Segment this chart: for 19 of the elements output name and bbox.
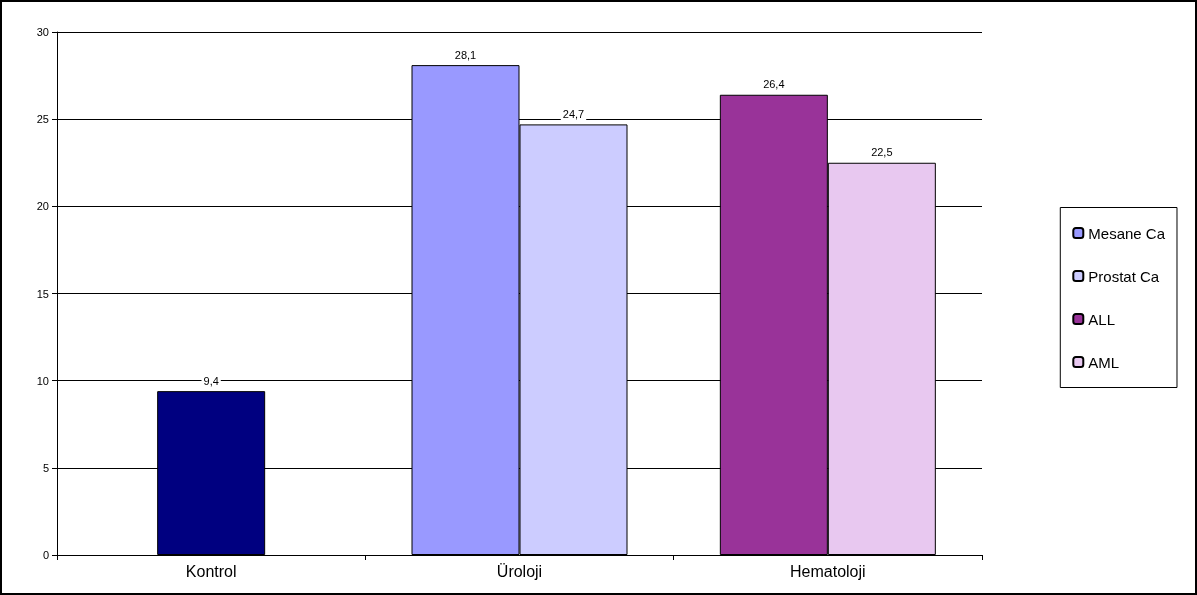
- y-tick-label: 30: [36, 26, 49, 38]
- data-label: 26,4: [763, 78, 785, 91]
- y-tick-label: 25: [36, 113, 49, 126]
- y-tick-label: 0: [42, 549, 49, 561]
- data-label: 28,1: [454, 48, 477, 61]
- data-label: 22,5: [871, 146, 893, 159]
- legend-label: ALL: [1088, 310, 1115, 328]
- data-label: 24,7: [562, 107, 585, 120]
- x-tick-label: Üroloji: [496, 562, 543, 580]
- legend-label: AML: [1088, 353, 1120, 371]
- x-tick-label: Kontrol: [185, 562, 237, 580]
- x-tick-label: Hematoloji: [790, 562, 866, 580]
- legend-label: Prostat Ca: [1088, 267, 1160, 285]
- y-tick-label: 5: [42, 461, 49, 474]
- legend-label: Mesane Ca: [1088, 224, 1166, 242]
- data-label: 9,4: [203, 374, 219, 387]
- y-tick-label: 20: [36, 200, 49, 213]
- y-tick-label: 15: [36, 287, 49, 300]
- y-tick-label: 10: [36, 374, 49, 387]
